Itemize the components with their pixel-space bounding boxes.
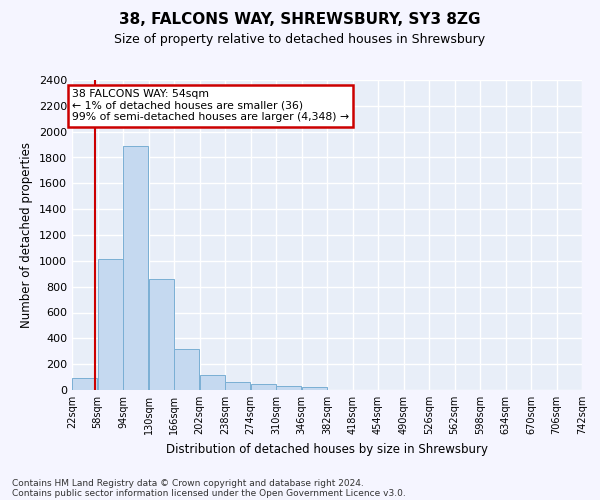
Bar — [98, 259, 123, 390]
Bar — [225, 382, 250, 390]
Text: 38, FALCONS WAY, SHREWSBURY, SY3 8ZG: 38, FALCONS WAY, SHREWSBURY, SY3 8ZG — [119, 12, 481, 28]
Bar — [149, 279, 174, 390]
Bar — [123, 146, 148, 390]
Y-axis label: Number of detached properties: Number of detached properties — [20, 142, 34, 328]
Bar — [200, 375, 225, 390]
X-axis label: Distribution of detached houses by size in Shrewsbury: Distribution of detached houses by size … — [166, 442, 488, 456]
Bar — [72, 378, 97, 390]
Text: Size of property relative to detached houses in Shrewsbury: Size of property relative to detached ho… — [115, 32, 485, 46]
Text: 38 FALCONS WAY: 54sqm
← 1% of detached houses are smaller (36)
99% of semi-detac: 38 FALCONS WAY: 54sqm ← 1% of detached h… — [72, 89, 349, 122]
Text: Contains public sector information licensed under the Open Government Licence v3: Contains public sector information licen… — [12, 488, 406, 498]
Text: Contains HM Land Registry data © Crown copyright and database right 2024.: Contains HM Land Registry data © Crown c… — [12, 478, 364, 488]
Bar — [251, 384, 276, 390]
Bar — [174, 350, 199, 390]
Bar — [276, 386, 301, 390]
Bar — [302, 387, 327, 390]
